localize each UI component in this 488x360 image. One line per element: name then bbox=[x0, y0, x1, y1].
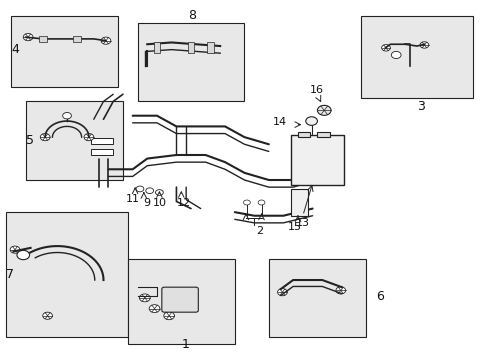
Text: 3: 3 bbox=[416, 100, 424, 113]
FancyBboxPatch shape bbox=[290, 189, 307, 216]
Text: 9: 9 bbox=[143, 198, 150, 208]
Circle shape bbox=[136, 186, 143, 192]
Text: 1: 1 bbox=[181, 338, 189, 351]
FancyBboxPatch shape bbox=[268, 258, 366, 337]
FancyBboxPatch shape bbox=[91, 149, 113, 155]
FancyBboxPatch shape bbox=[162, 287, 198, 312]
Text: 10: 10 bbox=[152, 198, 166, 208]
FancyBboxPatch shape bbox=[297, 132, 309, 137]
Circle shape bbox=[258, 200, 264, 205]
Circle shape bbox=[335, 287, 345, 294]
Circle shape bbox=[145, 188, 153, 194]
Circle shape bbox=[84, 134, 94, 141]
Text: 7: 7 bbox=[6, 268, 14, 281]
FancyBboxPatch shape bbox=[361, 16, 472, 98]
Text: 4: 4 bbox=[11, 43, 19, 56]
Circle shape bbox=[101, 37, 111, 44]
Text: 8: 8 bbox=[188, 9, 196, 22]
Circle shape bbox=[305, 117, 317, 125]
Text: 12: 12 bbox=[176, 198, 190, 208]
FancyBboxPatch shape bbox=[137, 23, 244, 102]
Circle shape bbox=[149, 305, 160, 312]
Circle shape bbox=[23, 33, 33, 41]
FancyBboxPatch shape bbox=[290, 135, 344, 185]
Circle shape bbox=[419, 42, 428, 48]
Text: 16: 16 bbox=[309, 85, 323, 95]
FancyBboxPatch shape bbox=[91, 138, 113, 144]
FancyBboxPatch shape bbox=[153, 42, 160, 53]
Circle shape bbox=[390, 51, 400, 59]
Circle shape bbox=[163, 312, 174, 320]
FancyBboxPatch shape bbox=[39, 36, 46, 42]
Circle shape bbox=[42, 312, 52, 319]
Circle shape bbox=[17, 250, 30, 260]
Circle shape bbox=[381, 45, 389, 51]
Circle shape bbox=[155, 190, 163, 195]
Circle shape bbox=[243, 200, 250, 205]
FancyBboxPatch shape bbox=[127, 258, 234, 344]
Text: 6: 6 bbox=[375, 289, 383, 303]
Circle shape bbox=[62, 112, 71, 119]
FancyBboxPatch shape bbox=[6, 212, 127, 337]
FancyBboxPatch shape bbox=[11, 16, 118, 87]
Text: 2: 2 bbox=[256, 226, 263, 237]
Text: 14: 14 bbox=[272, 117, 286, 127]
FancyBboxPatch shape bbox=[317, 132, 329, 137]
Text: 15: 15 bbox=[287, 222, 301, 232]
FancyBboxPatch shape bbox=[206, 42, 213, 53]
Circle shape bbox=[139, 294, 150, 302]
Text: 13: 13 bbox=[295, 218, 309, 228]
FancyBboxPatch shape bbox=[73, 36, 81, 42]
FancyBboxPatch shape bbox=[187, 42, 194, 53]
Circle shape bbox=[10, 246, 20, 253]
Text: 5: 5 bbox=[26, 134, 34, 147]
Circle shape bbox=[317, 105, 330, 115]
Circle shape bbox=[277, 289, 287, 296]
Text: 11: 11 bbox=[125, 194, 140, 203]
FancyBboxPatch shape bbox=[26, 102, 122, 180]
Circle shape bbox=[40, 134, 50, 141]
